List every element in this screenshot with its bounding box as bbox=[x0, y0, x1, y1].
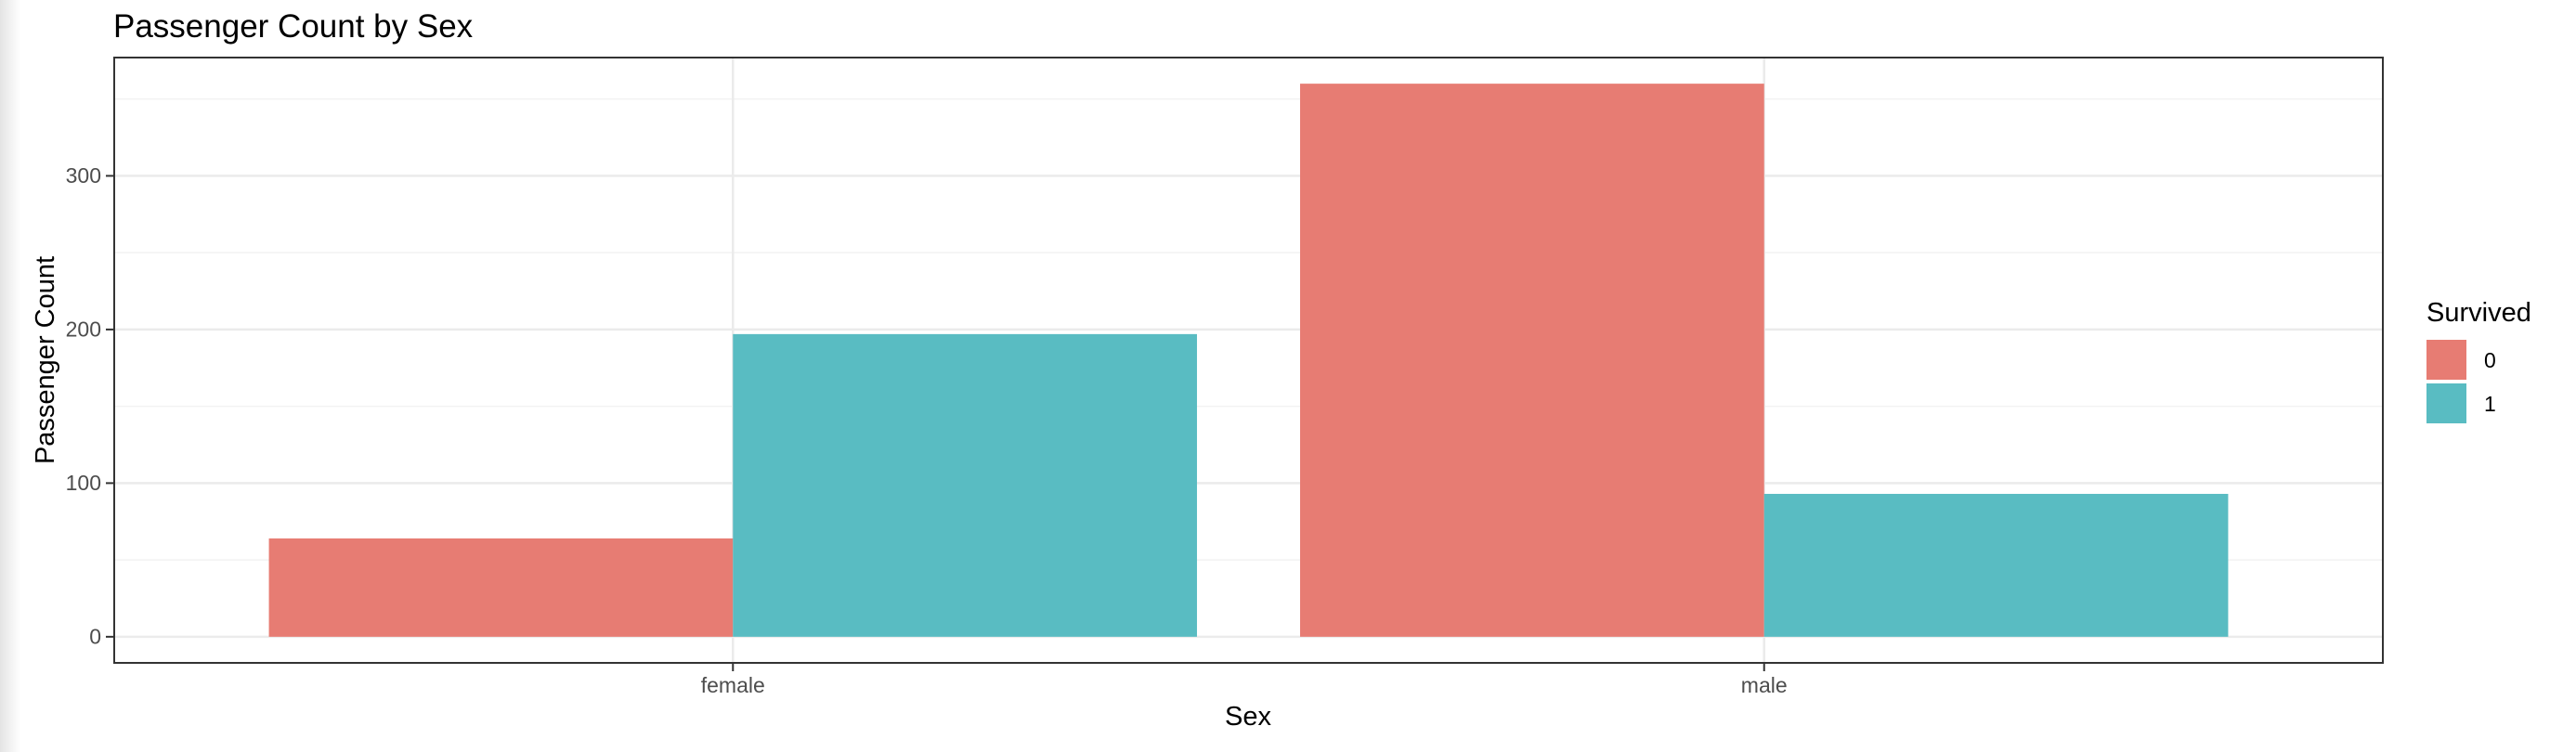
y-tick-label: 0 bbox=[89, 624, 101, 648]
y-axis-ticks: 0 100 200 300 bbox=[66, 163, 114, 648]
x-axis-label: Sex bbox=[1225, 702, 1271, 732]
y-tick-label: 100 bbox=[66, 471, 101, 495]
legend-label-1: 1 bbox=[2484, 392, 2496, 416]
y-tick-label: 300 bbox=[66, 163, 101, 188]
legend-key-0 bbox=[2426, 340, 2466, 380]
bar-male-survived-1 bbox=[1763, 493, 2229, 637]
plot-panel-border bbox=[113, 57, 2384, 664]
bar-female-survived-0 bbox=[268, 538, 734, 637]
legend-label-0: 0 bbox=[2484, 348, 2496, 372]
x-tick-label-male: male bbox=[1741, 673, 1788, 697]
bar-female-survived-1 bbox=[733, 333, 1197, 637]
y-tick-label: 200 bbox=[66, 317, 101, 341]
chart-title: Passenger Count by Sex bbox=[113, 8, 474, 45]
legend-key-1 bbox=[2426, 383, 2466, 423]
legend-title: Survived bbox=[2426, 298, 2531, 328]
legend: Survived 0 1 bbox=[2426, 298, 2531, 423]
bars bbox=[268, 84, 2229, 637]
x-tick-label-female: female bbox=[701, 673, 765, 697]
x-axis-ticks: female male bbox=[701, 663, 1788, 697]
bar-male-survived-0 bbox=[1300, 84, 1764, 637]
y-axis-label: Passenger Count bbox=[31, 256, 60, 464]
window-edge-shadow bbox=[0, 0, 20, 752]
